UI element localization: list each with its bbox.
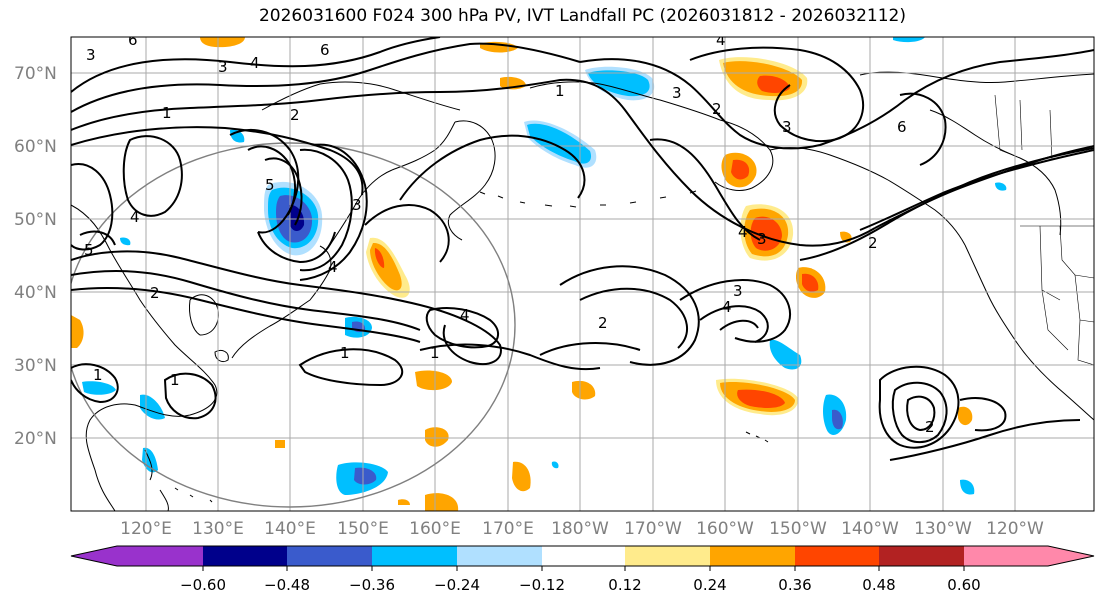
contour-label: 6 (320, 41, 330, 59)
contour-label: 2 (290, 106, 300, 124)
colorbar-segment (964, 546, 1048, 566)
colorbar-segment (117, 546, 203, 566)
contour-labels: 3 5 6 4 3 6 1 2 1 4 5 4 3 2 1 4 1 2 1 3 … (84, 31, 935, 436)
radius-circle (71, 142, 516, 508)
colorbar-segment (457, 546, 542, 566)
map-frame (70, 36, 1095, 512)
lon-label: 160°E (409, 519, 461, 539)
contour-label: 2 (925, 418, 935, 436)
colorbar-min-extension (71, 546, 117, 566)
contour-label: 1 (340, 344, 350, 362)
lon-label: 170°E (482, 519, 534, 539)
pv-contours (71, 37, 1094, 461)
colorbar-segment (710, 546, 795, 566)
latitude-labels: 70°N 60°N 50°N 40°N 30°N 20°N (14, 64, 57, 449)
contour-label: 3 (86, 46, 96, 64)
contour-label: 3 (352, 196, 362, 214)
lat-label: 50°N (14, 210, 57, 230)
contour-label: 3 (733, 282, 743, 300)
contour-label: 4 (328, 258, 338, 276)
colorbar-segment (795, 546, 879, 566)
contour-label: 1 (170, 371, 180, 389)
contour-label: 4 (250, 54, 260, 72)
colorbar-tick-label: 0.36 (778, 576, 811, 594)
lat-label: 40°N (14, 283, 57, 303)
lat-label: 60°N (14, 137, 57, 157)
contour-label: 4 (130, 208, 140, 226)
contour-label: 3 (757, 230, 767, 248)
lon-label: 150°W (769, 519, 827, 539)
colorbar-outline (70, 545, 1095, 567)
colorbar-segment (372, 546, 457, 566)
contour-label: 2 (150, 284, 160, 302)
lat-label: 70°N (14, 64, 57, 84)
colorbar-max-extension (1048, 546, 1094, 566)
contour-label: 4 (722, 298, 732, 316)
lat-label: 20°N (14, 429, 57, 449)
lon-label: 140°W (841, 519, 899, 539)
contour-label: 1 (430, 344, 440, 362)
colorbar-segment (287, 546, 372, 566)
contour-label: 4 (460, 306, 470, 324)
lon-label: 130°E (192, 519, 244, 539)
colorbar-segment (879, 546, 964, 566)
lon-label: 140°E (264, 519, 316, 539)
graticule (71, 37, 1094, 511)
colorbar: −0.60 −0.48 −0.36 −0.24 −0.12 0.12 0.24 … (70, 545, 1095, 594)
contour-label: 6 (128, 31, 138, 49)
longitude-labels: 120°E 130°E 140°E 150°E 160°E 170°E 180°… (120, 519, 1044, 539)
lat-label: 30°N (14, 356, 57, 376)
contour-label: 6 (897, 118, 907, 136)
contour-label: 2 (712, 100, 722, 118)
contour-label: 4 (738, 223, 748, 241)
contour-label: 3 (218, 58, 228, 76)
colorbar-tick-label: −0.48 (264, 576, 310, 594)
colorbar-tick-label: 0.60 (947, 576, 980, 594)
contour-label: 1 (555, 82, 565, 100)
colorbar-segment (542, 546, 625, 566)
lon-label: 120°W (986, 519, 1044, 539)
colorbar-segment (203, 546, 287, 566)
contour-label: 1 (162, 104, 172, 122)
colorbar-tick-label: −0.36 (349, 576, 395, 594)
colorbar-tick-label: −0.12 (519, 576, 565, 594)
contour-label: 5 (84, 241, 94, 259)
lon-label: 180°W (551, 519, 609, 539)
contour-label: 1 (93, 366, 103, 384)
lon-label: 150°E (337, 519, 389, 539)
contour-label: 3 (672, 84, 682, 102)
lon-label: 120°E (120, 519, 172, 539)
contour-label: 2 (868, 234, 878, 252)
colorbar-tick-label: −0.24 (434, 576, 480, 594)
lon-label: 170°W (624, 519, 682, 539)
lon-label: 130°W (914, 519, 972, 539)
colorbar-tick-label: 0.24 (693, 576, 726, 594)
political-borders (994, 94, 1094, 366)
colorbar-segment (625, 546, 710, 566)
contour-label: 4 (716, 31, 726, 49)
colorbar-tick-label: 0.12 (608, 576, 641, 594)
contour-label: 2 (598, 314, 608, 332)
colorbar-tick-label: −0.60 (180, 576, 226, 594)
contour-label: 3 (782, 118, 792, 136)
map-title: 2026031600 F024 300 hPa PV, IVT Landfall… (258, 6, 906, 26)
lon-label: 160°W (696, 519, 754, 539)
contour-label: 5 (265, 176, 275, 194)
colorbar-tick-label: 0.48 (862, 576, 895, 594)
